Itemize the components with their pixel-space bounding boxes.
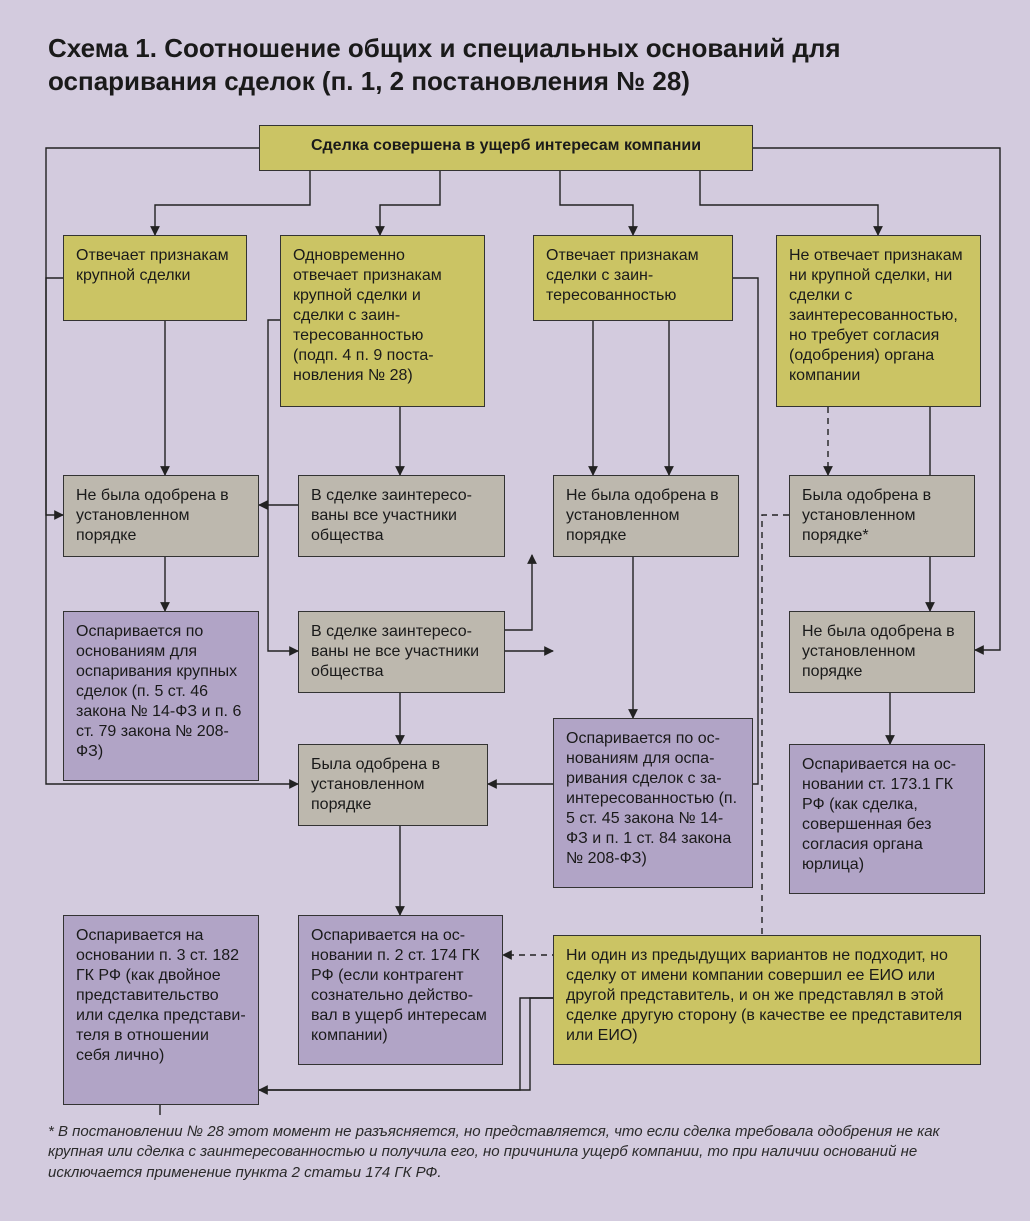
edge xyxy=(46,278,63,430)
node-n-e1: Оспаривается на основании п. 3 ст. 182 Г… xyxy=(63,915,259,1105)
edge xyxy=(700,171,878,235)
footnote: * В постановлении № 28 этот момент не ра… xyxy=(48,1122,978,1183)
node-n-b1: Не была одобрена в установленном порядке xyxy=(63,475,259,557)
node-n-c4: Не была одобрена в установленном порядке xyxy=(789,611,975,693)
node-n-a2: Одновременно отвечает признакам крупной … xyxy=(280,235,485,407)
node-n-d2: Была одобрена в установленном порядке xyxy=(298,744,488,826)
edge xyxy=(560,171,633,235)
node-n-a4: Не отвечает при­знакам ни крупной сделки… xyxy=(776,235,981,407)
node-n-root: Сделка совершена в ущерб интересам компа… xyxy=(259,125,753,171)
node-n-c2: В сделке заинтересо­ваны не все участник… xyxy=(298,611,505,693)
node-n-b4: Была одобрена в установленном порядке* xyxy=(789,475,975,557)
node-n-e2: Оспаривается на ос­новании п. 2 ст. 174 … xyxy=(298,915,503,1065)
diagram-title: Схема 1. Соотношение общих и специальных… xyxy=(48,32,928,97)
edge xyxy=(46,430,63,515)
node-n-c1: Оспаривается по основаниям для оспариван… xyxy=(63,611,259,781)
flowchart-canvas: Схема 1. Соотношение общих и специальных… xyxy=(0,0,1030,1221)
edge xyxy=(155,171,310,235)
node-n-a3: Отвечает призна­кам сделки с заин­тересо… xyxy=(533,235,733,321)
node-n-d3: Оспаривается по ос­нованиям для оспа­рив… xyxy=(553,718,753,888)
node-n-b2: В сделке заинтересо­ваны все участники о… xyxy=(298,475,505,557)
node-n-a1: Отвечает при­знакам крупной сделки xyxy=(63,235,247,321)
node-n-e3: Ни один из предыдущих вариантов не подхо… xyxy=(553,935,981,1065)
edge xyxy=(380,171,440,235)
edge xyxy=(505,555,532,630)
node-n-b3: Не была одобрена в установленном порядке xyxy=(553,475,739,557)
node-n-d4: Оспаривается на ос­новании ст. 173.1 ГК … xyxy=(789,744,985,894)
